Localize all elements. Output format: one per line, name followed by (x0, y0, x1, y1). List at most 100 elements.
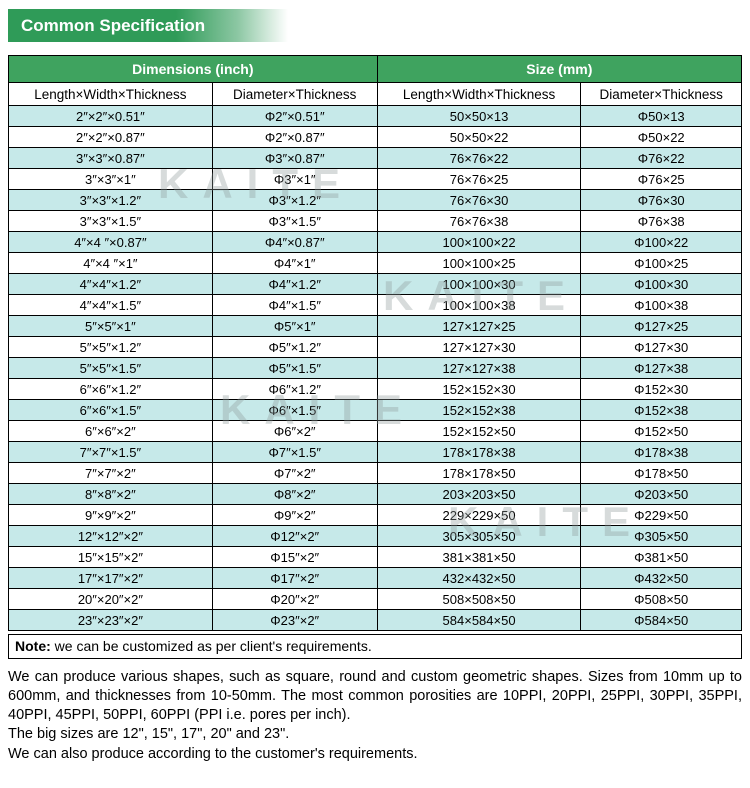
table-cell: 17″×17″×2″ (8, 567, 213, 589)
paragraph-customer: We can also produce according to the cus… (8, 745, 418, 762)
table-cell: 381×381×50 (376, 546, 582, 568)
paragraph-big-sizes: The big sizes are 12", 15", 17", 20" and… (8, 726, 290, 743)
spec-table-body: 2″×2″×0.51″ Φ2″×0.51″ 50×50×13 Φ50×13 2″×2″×… (8, 105, 742, 631)
table-row: 3″×3″×0.87″ Φ3″×0.87″ 76×76×22 Φ76×22 (8, 147, 742, 169)
table-row: 6″×6″×2″ Φ6″×2″ 152×152×50 Φ152×50 (8, 420, 742, 442)
table-cell: Φ15″×2″ (211, 546, 378, 568)
table-row: 6″×6″×1.2″ Φ6″×1.2″ 152×152×30 Φ152×30 (8, 378, 742, 400)
sub-header-dt-inch: Diameter×Thickness (211, 82, 378, 106)
table-cell: 9″×9″×2″ (8, 504, 213, 526)
table-cell: 20″×20″×2″ (8, 588, 213, 610)
table-cell: 7″×7″×1.5″ (8, 441, 213, 463)
table-cell: Φ178×50 (580, 462, 742, 484)
table-row: 4″×4 ″×1″ Φ4″×1″ 100×100×25 Φ100×25 (8, 252, 742, 274)
table-cell: Φ6″×1.2″ (211, 378, 378, 400)
table-cell: Φ127×25 (580, 315, 742, 337)
table-cell: 4″×4″×1.5″ (8, 294, 213, 316)
table-cell: Φ305×50 (580, 525, 742, 547)
table-cell: Φ381×50 (580, 546, 742, 568)
table-cell: 50×50×13 (376, 105, 582, 127)
table-cell: Φ17″×2″ (211, 567, 378, 589)
table-cell: Φ178×38 (580, 441, 742, 463)
table-cell: 15″×15″×2″ (8, 546, 213, 568)
table-cell: Φ3″×0.87″ (211, 147, 378, 169)
table-cell: Φ50×13 (580, 105, 742, 127)
table-cell: Φ7″×2″ (211, 462, 378, 484)
table-cell: 3″×3″×1.2″ (8, 189, 213, 211)
table-cell: Φ6″×1.5″ (211, 399, 378, 421)
table-cell: 4″×4″×1.2″ (8, 273, 213, 295)
table-cell: 4″×4 ″×0.87″ (8, 231, 213, 253)
table-cell: 508×508×50 (376, 588, 582, 610)
table-cell: Φ152×30 (580, 378, 742, 400)
table-cell: Φ5″×1″ (211, 315, 378, 337)
table-cell: Φ76×38 (580, 210, 742, 232)
table-cell: Φ4″×0.87″ (211, 231, 378, 253)
table-cell: 152×152×38 (376, 399, 582, 421)
table-cell: 100×100×25 (376, 252, 582, 274)
page-title: Common Specification (21, 16, 206, 35)
spec-table-container: Dimensions (inch) Size (mm) Length×Width… (8, 55, 743, 631)
table-cell: 3″×3″×1″ (8, 168, 213, 190)
sub-header-row: Length×Width×Thickness Diameter×Thicknes… (8, 82, 742, 106)
table-cell: 23″×23″×2″ (8, 609, 213, 631)
description: We can produce various shapes, such as s… (8, 668, 742, 764)
table-cell: Φ152×50 (580, 420, 742, 442)
table-cell: Φ100×38 (580, 294, 742, 316)
spec-table: Dimensions (inch) Size (mm) Length×Width… (8, 55, 743, 631)
table-cell: 3″×3″×0.87″ (8, 147, 213, 169)
table-cell: 100×100×30 (376, 273, 582, 295)
sub-header-dt-mm: Diameter×Thickness (580, 82, 742, 106)
table-cell: 127×127×30 (376, 336, 582, 358)
table-row: 7″×7″×2″ Φ7″×2″ 178×178×50 Φ178×50 (8, 462, 742, 484)
table-row: 8″×8″×2″ Φ8″×2″ 203×203×50 Φ203×50 (8, 483, 742, 505)
table-row: 15″×15″×2″ Φ15″×2″ 381×381×50 Φ381×50 (8, 546, 742, 568)
group-header-size-mm: Size (mm) (376, 55, 743, 83)
table-row: 3″×3″×1″ Φ3″×1″ 76×76×25 Φ76×25 (8, 168, 742, 190)
table-cell: Φ4″×1″ (211, 252, 378, 274)
table-cell: Φ50×22 (580, 126, 742, 148)
paragraph-shapes: We can produce various shapes, such as s… (8, 669, 742, 724)
table-cell: Φ76×25 (580, 168, 742, 190)
table-cell: 5″×5″×1.5″ (8, 357, 213, 379)
table-cell: Φ7″×1.5″ (211, 441, 378, 463)
table-cell: Φ152×38 (580, 399, 742, 421)
table-cell: Φ127×38 (580, 357, 742, 379)
table-cell: Φ229×50 (580, 504, 742, 526)
table-row: 5″×5″×1.5″ Φ5″×1.5″ 127×127×38 Φ127×38 (8, 357, 742, 379)
table-cell: Φ3″×1.2″ (211, 189, 378, 211)
table-cell: 76×76×38 (376, 210, 582, 232)
table-cell: Φ432×50 (580, 567, 742, 589)
table-cell: Φ100×25 (580, 252, 742, 274)
table-row: 9″×9″×2″ Φ9″×2″ 229×229×50 Φ229×50 (8, 504, 742, 526)
table-cell: Φ5″×1.2″ (211, 336, 378, 358)
table-cell: Φ100×22 (580, 231, 742, 253)
table-cell: Φ4″×1.5″ (211, 294, 378, 316)
table-cell: 100×100×38 (376, 294, 582, 316)
note-text: we can be customized as per client's req… (50, 638, 372, 654)
group-header-dimensions-inch: Dimensions (inch) (8, 55, 378, 83)
table-cell: 50×50×22 (376, 126, 582, 148)
table-row: 6″×6″×1.5″ Φ6″×1.5″ 152×152×38 Φ152×38 (8, 399, 742, 421)
table-cell: Φ2″×0.87″ (211, 126, 378, 148)
table-cell: Φ3″×1.5″ (211, 210, 378, 232)
table-cell: 432×432×50 (376, 567, 582, 589)
table-cell: 178×178×38 (376, 441, 582, 463)
table-row: 17″×17″×2″ Φ17″×2″ 432×432×50 Φ432×50 (8, 567, 742, 589)
table-row: 7″×7″×1.5″ Φ7″×1.5″ 178×178×38 Φ178×38 (8, 441, 742, 463)
table-cell: Φ100×30 (580, 273, 742, 295)
table-cell: 76×76×22 (376, 147, 582, 169)
table-cell: Φ23″×2″ (211, 609, 378, 631)
table-cell: Φ203×50 (580, 483, 742, 505)
table-row: 20″×20″×2″ Φ20″×2″ 508×508×50 Φ508×50 (8, 588, 742, 610)
table-row: 5″×5″×1.2″ Φ5″×1.2″ 127×127×30 Φ127×30 (8, 336, 742, 358)
table-row: 4″×4″×1.2″ Φ4″×1.2″ 100×100×30 Φ100×30 (8, 273, 742, 295)
table-cell: Φ6″×2″ (211, 420, 378, 442)
table-cell: 3″×3″×1.5″ (8, 210, 213, 232)
table-cell: Φ508×50 (580, 588, 742, 610)
table-cell: 2″×2″×0.87″ (8, 126, 213, 148)
table-row: 3″×3″×1.2″ Φ3″×1.2″ 76×76×30 Φ76×30 (8, 189, 742, 211)
table-cell: 2″×2″×0.51″ (8, 105, 213, 127)
table-cell: 584×584×50 (376, 609, 582, 631)
